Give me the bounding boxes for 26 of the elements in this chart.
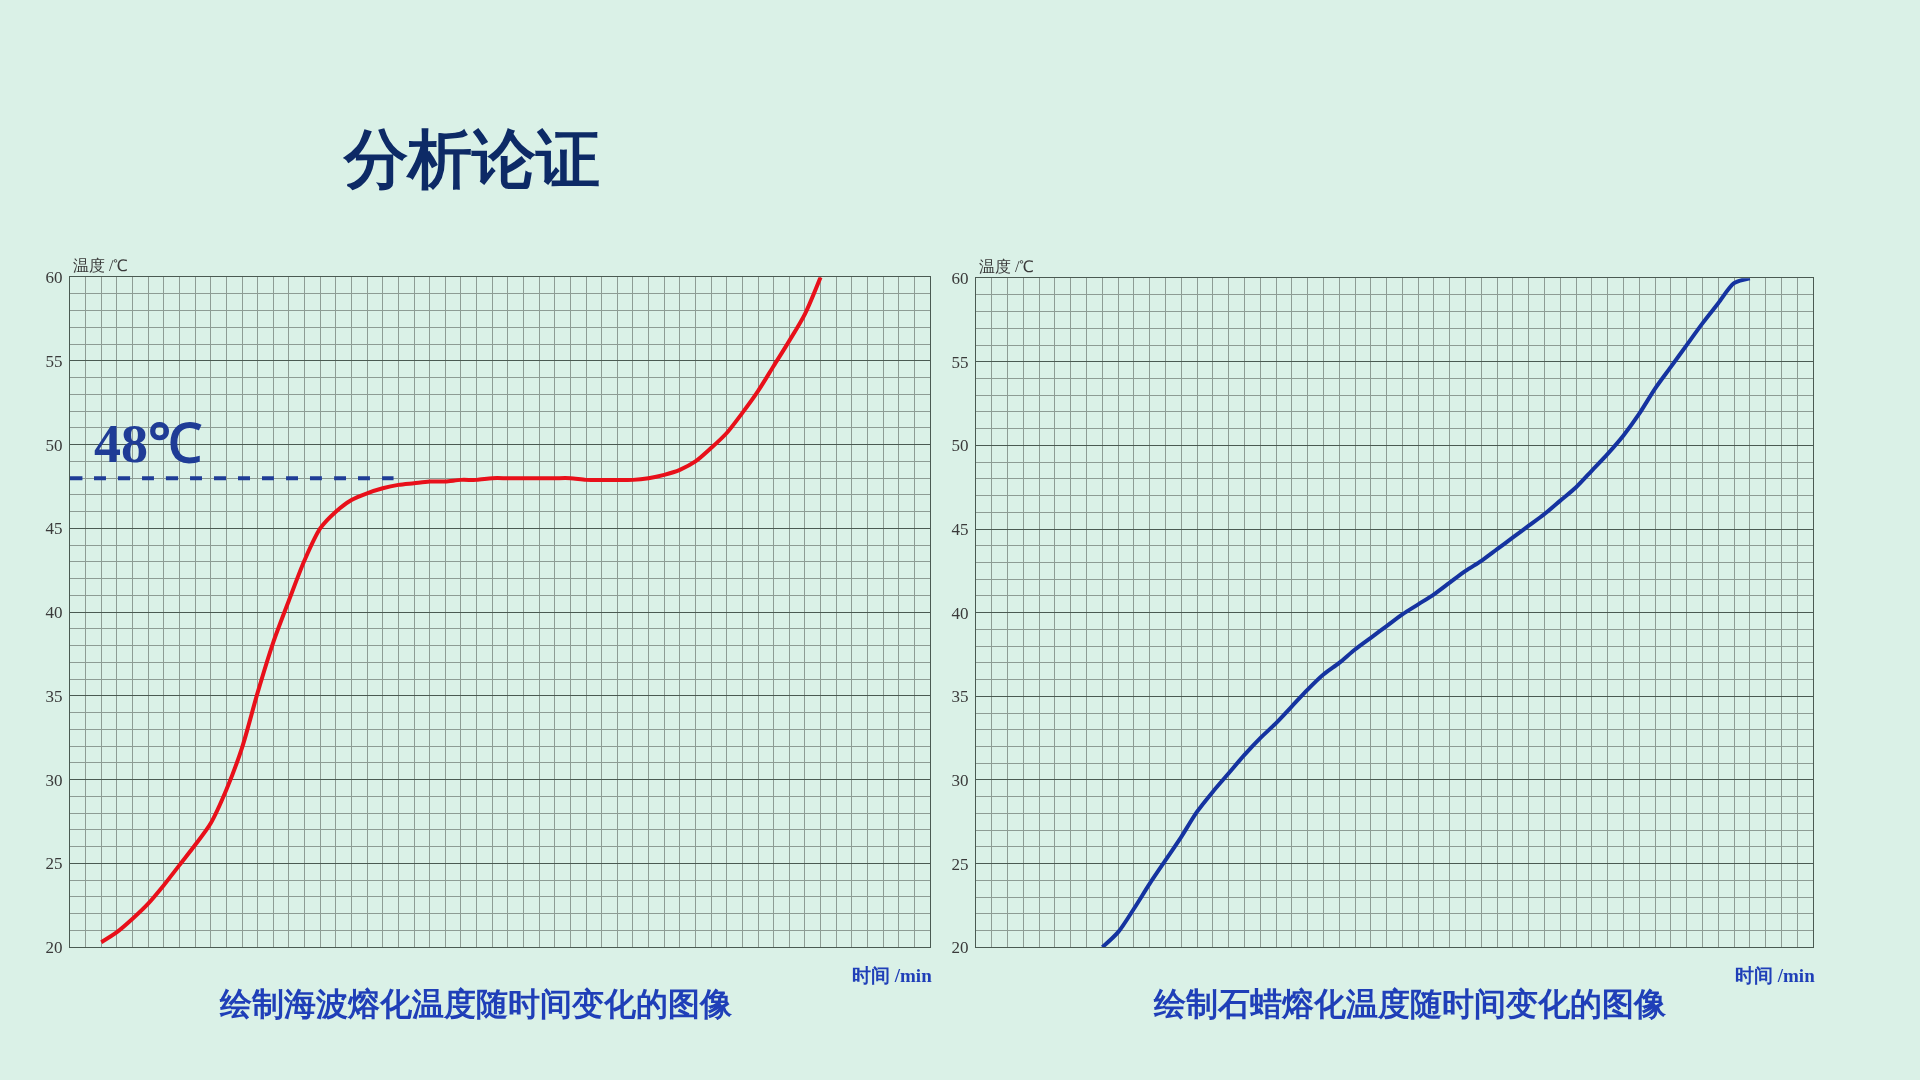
y-tick-label: 60 bbox=[45, 268, 63, 288]
text: 分析论证 bbox=[342, 122, 600, 196]
y-tick-label: 50 bbox=[951, 436, 969, 456]
y-tick-label: 50 bbox=[45, 435, 63, 455]
y-tick-label: 25 bbox=[45, 854, 63, 874]
x-axis-title: 时间 /min bbox=[1735, 965, 1816, 986]
y-tick-label: 30 bbox=[45, 770, 63, 790]
y-axis-title: 温度 /℃ bbox=[979, 258, 1035, 275]
text: 绘制石蜡熔化温度随时间变化的图像 bbox=[1153, 986, 1667, 1022]
x-axis-title: 时间 /min bbox=[852, 965, 933, 986]
y-axis-title: 温度 /℃ bbox=[73, 257, 129, 274]
y-tick-label: 25 bbox=[951, 854, 969, 874]
y-tick-label: 55 bbox=[951, 352, 969, 372]
y-tick-label: 35 bbox=[951, 687, 969, 707]
text: 绘制海波熔化温度随时间变化的图像 bbox=[219, 986, 733, 1022]
y-tick-label: 55 bbox=[45, 351, 63, 371]
line-series bbox=[1100, 278, 1752, 948]
y-tick-label: 20 bbox=[45, 938, 63, 958]
y-tick-label: 45 bbox=[951, 520, 969, 540]
y-tick-label: 35 bbox=[45, 686, 63, 706]
y-tick-label: 20 bbox=[951, 938, 969, 958]
y-tick-label: 40 bbox=[45, 603, 63, 623]
y-tick-label: 30 bbox=[951, 770, 969, 790]
y-tick-label: 40 bbox=[951, 603, 969, 623]
y-tick-label: 45 bbox=[45, 519, 63, 539]
y-tick-label: 60 bbox=[951, 269, 969, 289]
